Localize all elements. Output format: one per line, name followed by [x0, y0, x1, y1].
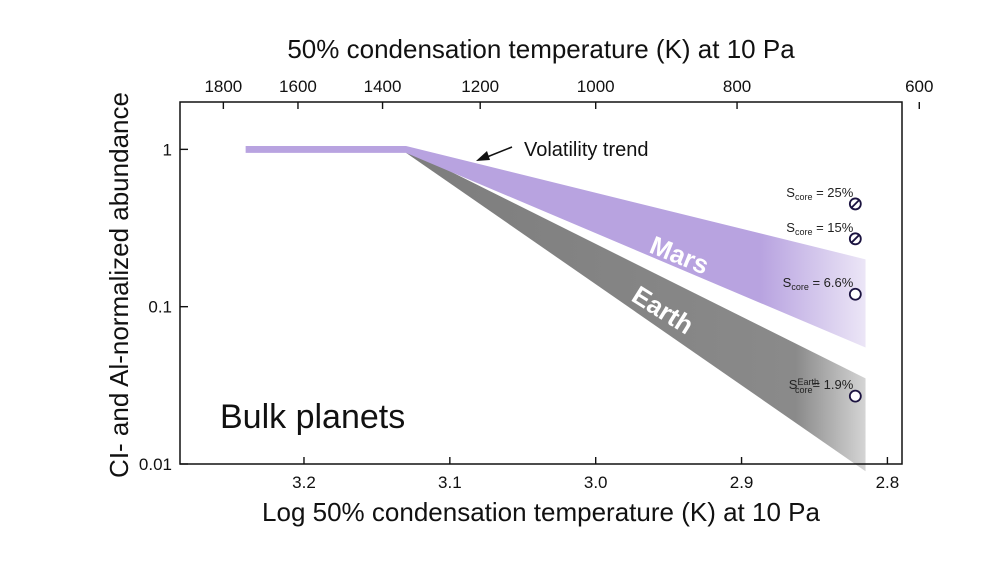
y-tick-label: 1	[163, 140, 172, 159]
data-point-label: Score = 15%	[786, 220, 853, 237]
data-point-label: Score = 6.6%	[783, 275, 854, 292]
top-tick-label: 1200	[461, 77, 499, 96]
top-tick-label: 1600	[279, 77, 317, 96]
top-tick-label: 1400	[364, 77, 402, 96]
data-point	[848, 287, 862, 301]
data-point-slash	[850, 234, 860, 244]
plot-frame	[179, 101, 903, 465]
y-tick-label: 0.1	[148, 298, 172, 317]
data-point-slash	[850, 199, 860, 209]
y-axis-title: CI- and Al-normalized abundance	[104, 92, 134, 478]
arrow-text: Volatility trend	[524, 139, 649, 161]
axes: 3.2 3.1 3.0 2.9 2.8 1800 1600 1400 1200 1000 800 60…	[139, 77, 934, 492]
top-tick-label: 600	[905, 77, 933, 96]
arrow-head	[476, 151, 490, 161]
bottom-tick-label: 3.2	[292, 473, 316, 492]
top-tick-label: 800	[723, 77, 751, 96]
earth-band	[406, 149, 866, 472]
bottom-tick-label: 2.8	[876, 473, 900, 492]
data-points: Score = 25% Score = 15% Score = 6.6% SEarth…	[783, 185, 862, 403]
data-bands	[245, 146, 866, 472]
top-tick-label: 1000	[577, 77, 615, 96]
bottom-axis-title: Log 50% condensation temperature (K) at …	[262, 497, 820, 527]
data-point-label: SEarth core= 1.9%	[789, 377, 854, 395]
data-point-label: Score = 25%	[786, 185, 853, 202]
bottom-tick-label: 2.9	[730, 473, 754, 492]
bottom-tick-label: 3.1	[438, 473, 462, 492]
mars-band	[245, 146, 866, 348]
top-tick-label: 1800	[204, 77, 242, 96]
bottom-tick-label: 3.0	[584, 473, 608, 492]
panel-label: Bulk planets	[220, 398, 405, 436]
top-axis-title: 50% condensation temperature (K) at 10 P…	[287, 34, 795, 64]
y-tick-label: 0.01	[139, 455, 172, 474]
data-point	[848, 389, 862, 403]
volatility-arrow: Volatility trend	[476, 139, 649, 161]
